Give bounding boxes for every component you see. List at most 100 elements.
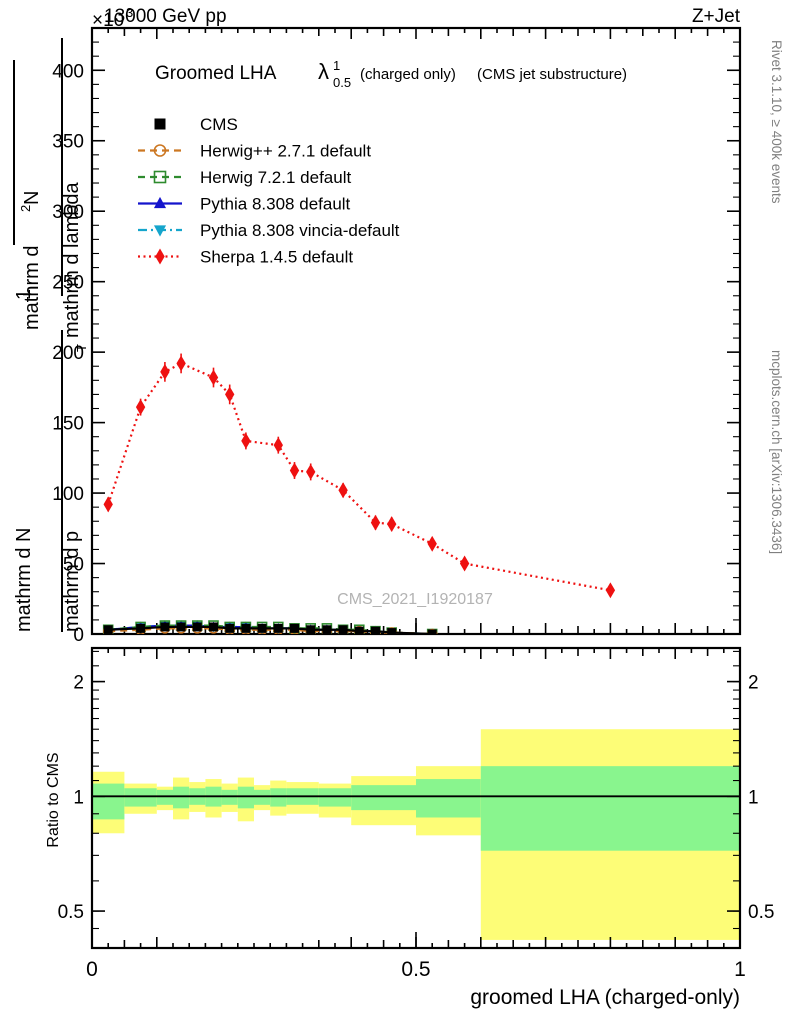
main-y-tick-label: 100: [52, 484, 84, 505]
data-point: [338, 625, 348, 634]
ratio-band-group: [92, 729, 740, 940]
y-axis-label: 1 mathrm d N mathrm d 2 N mathrm d p T m…: [13, 38, 89, 632]
data-point: [306, 625, 316, 634]
data-point: [459, 555, 470, 572]
title-lambda-symbol: λ: [318, 59, 329, 84]
legend-marker: [153, 170, 167, 184]
analysis-watermark: CMS_2021_I1920187: [337, 591, 493, 608]
main-panel: 0 50 100 150 200 250 300 350 400 CMS_2021_I19201…: [52, 26, 742, 646]
legend-marker: [153, 225, 167, 237]
ratio-band-green: [318, 788, 352, 807]
data-point: [370, 514, 381, 531]
ratio-y-tick-label: 0.5: [58, 902, 84, 923]
ratio-band-green: [254, 789, 271, 805]
data-point: [289, 462, 300, 479]
beam-energy-label: 13000 GeV pp: [104, 6, 227, 27]
data-point: [225, 386, 235, 403]
data-point: [160, 622, 170, 632]
main-y-tick-label: 200: [52, 343, 84, 364]
title-paren-charged: (charged only): [360, 66, 456, 83]
data-point: [273, 437, 283, 454]
legend-marker: [154, 118, 166, 130]
process-label: Z+Jet: [692, 6, 741, 27]
legend-label: Pythia 8.308 default: [200, 195, 351, 214]
data-point: [241, 432, 251, 449]
data-point: [136, 623, 146, 633]
ratio-axis-label: Ratio to CMS: [45, 752, 62, 847]
legend-marker: [153, 196, 167, 209]
mcplots-label: mcplots.cern.ch [arXiv:1306.3436]: [769, 350, 784, 554]
y-label-numerator-sup: 2: [18, 205, 33, 212]
main-y-tick-label: 150: [52, 414, 84, 435]
data-point: [225, 623, 235, 633]
main-y-ticks: 0 50 100 150 200 250 300 350 400: [52, 27, 740, 646]
ratio-band-green: [416, 779, 481, 818]
ratio-y-tick-label-right: 2: [748, 673, 759, 694]
data-point: [103, 625, 113, 634]
plot-title: Groomed LHA λ 1 0.5 (charged only) (CMS …: [155, 58, 627, 90]
data-point: [176, 355, 186, 372]
data-point: [322, 625, 332, 634]
y-label-numerator-N: N: [21, 191, 43, 205]
data-point: [209, 622, 218, 632]
data-point: [192, 622, 202, 632]
ratio-band-green: [173, 786, 190, 809]
data-point: [387, 516, 397, 533]
main-y-tick-label: 400: [52, 61, 84, 82]
ratio-band-green: [270, 788, 287, 807]
ratio-band-green: [221, 789, 238, 805]
data-point: [427, 629, 437, 634]
legend-label: Pythia 8.308 vincia-default: [200, 221, 400, 240]
data-point: [387, 628, 397, 634]
y-label-numerator: mathrm d: [21, 246, 43, 330]
ratio-y-tick-label-right: 0.5: [748, 902, 774, 923]
y-label-denominator-pt: mathrm d p: [61, 531, 83, 632]
ratio-band-green: [237, 786, 254, 809]
title-paren-substructure: (CMS jet substructure): [477, 66, 627, 83]
ratio-band-green: [124, 788, 157, 807]
ratio-panel: 0.5 1 2 0.5 1 2 Ratio to CMS: [45, 646, 774, 950]
ratio-y-ticks: 0.5 1 2: [58, 650, 105, 949]
data-point: [103, 496, 113, 513]
ratio-y-tick-label-right: 1: [748, 787, 759, 808]
legend-label: Herwig++ 2.7.1 default: [200, 142, 371, 161]
main-y-tick-label: 350: [52, 132, 84, 153]
ratio-band-green: [156, 789, 173, 805]
y-label-dN: mathrm d N: [13, 528, 35, 632]
y-label-numerator-one: 1: [13, 289, 35, 300]
x-axis-label: groomed LHA (charged-only): [470, 986, 740, 1009]
y-exponent-superscript: 3: [126, 5, 133, 20]
main-y-tick-label: 250: [52, 273, 84, 294]
legend-marker: [155, 248, 165, 265]
data-point: [135, 399, 146, 416]
legend-label: Herwig 7.2.1 default: [200, 168, 351, 187]
legend-label: Sherpa 1.4.5 default: [200, 248, 353, 267]
ratio-y-tick-label: 2: [73, 673, 84, 694]
rivet-version-label: Rivet 3.1.10, ≥ 400k events: [769, 40, 784, 204]
y-exponent-label: ×10: [92, 10, 124, 31]
data-point: [241, 623, 251, 633]
ratio-band-green: [480, 766, 740, 851]
y-label-denominator-lambda: mathrm d lambda: [61, 182, 83, 338]
ratio-y-tick-label: 1: [73, 787, 84, 808]
data-point: [338, 482, 348, 499]
x-tick-label: 1: [734, 958, 746, 981]
x-tick-labels: 0 0.5 1: [86, 958, 746, 981]
data-point: [257, 623, 267, 633]
data-point: [290, 623, 299, 633]
main-y-tick-label: 300: [52, 202, 84, 223]
data-point: [605, 582, 616, 599]
main-y-tick-label: 0: [73, 625, 84, 646]
data-point: [306, 463, 316, 480]
legend-marker: [153, 144, 167, 157]
legend-label: CMS: [200, 115, 238, 134]
title-main: Groomed LHA: [155, 63, 277, 84]
series-line: [107, 362, 611, 592]
ratio-band-green: [351, 785, 416, 811]
legend: CMS Herwig++ 2.7.1 default Herwig 7.2.1 de…: [138, 115, 400, 267]
main-y-tick-label: 50: [63, 555, 84, 576]
main-series-group: [102, 353, 616, 634]
title-superscript: 1: [333, 58, 340, 73]
